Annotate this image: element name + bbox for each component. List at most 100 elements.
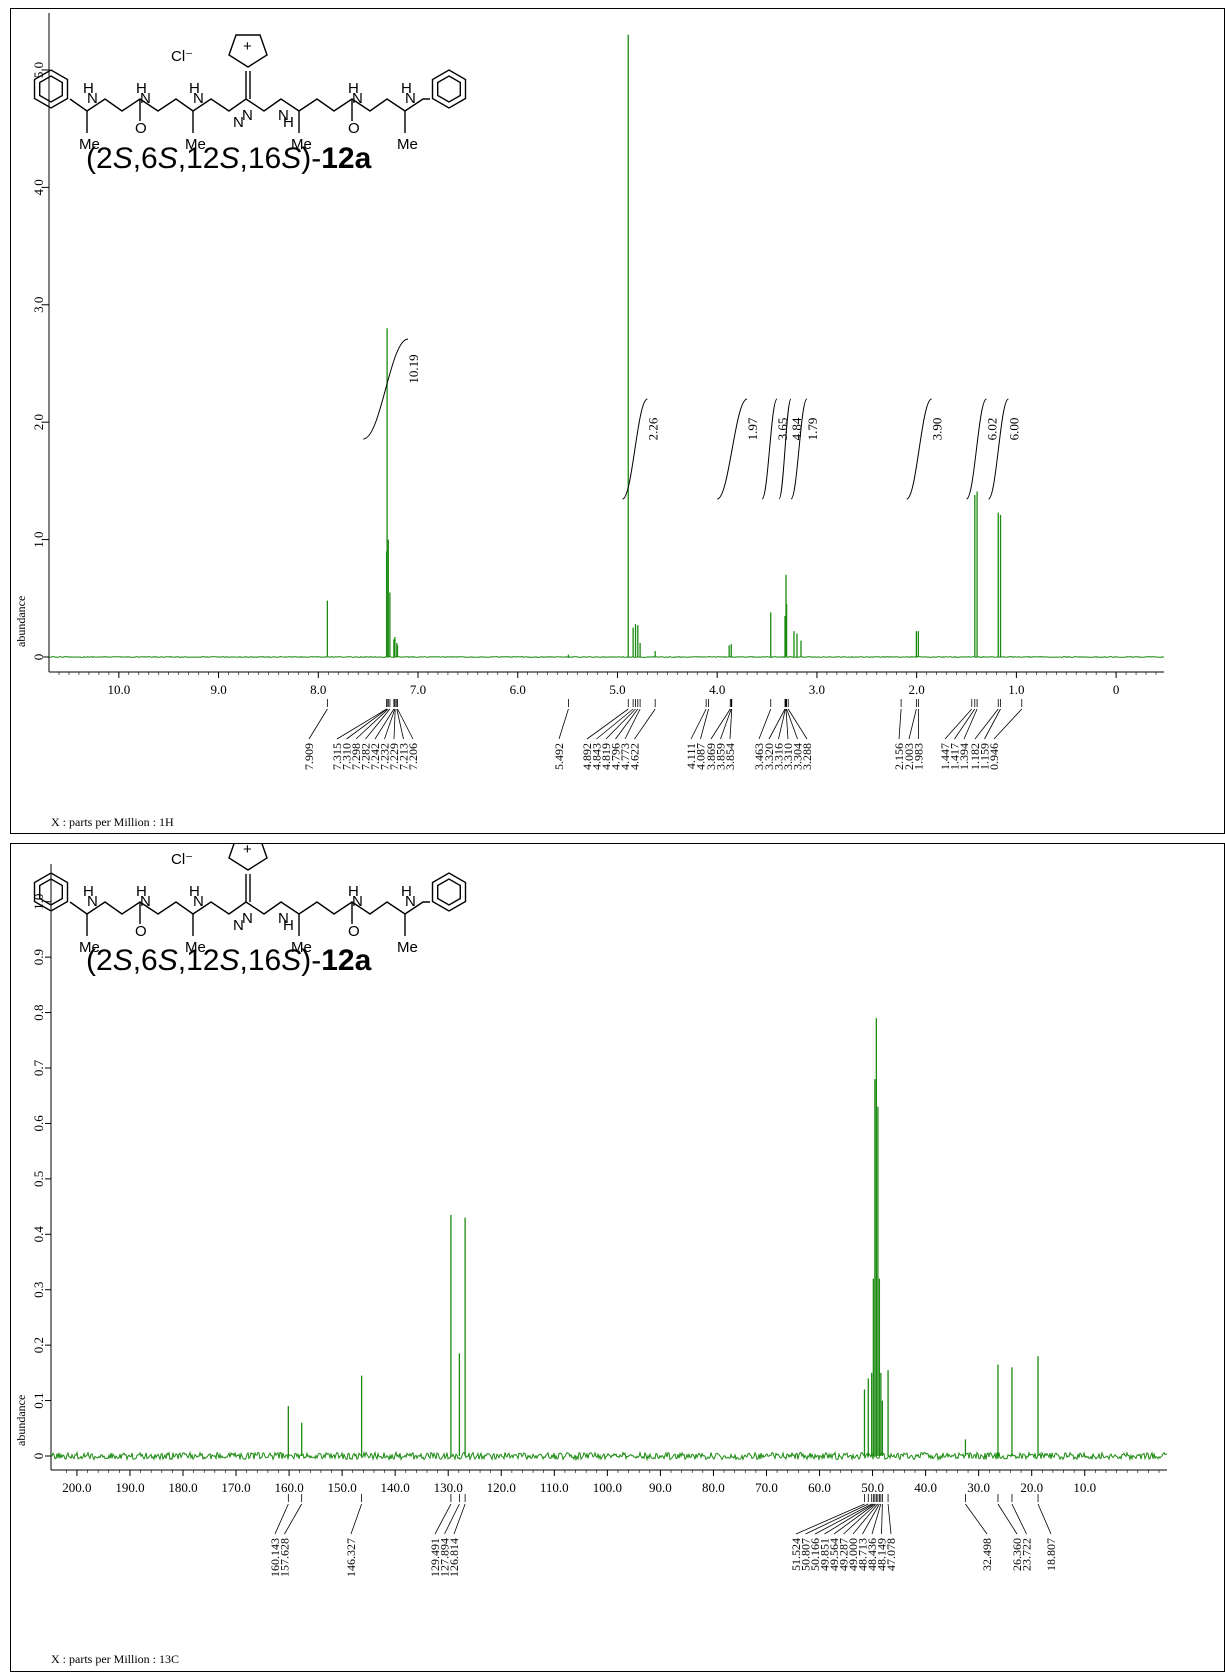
atom-label: Me <box>185 136 206 153</box>
peak-leader <box>365 708 391 740</box>
x-tick-label: 60.0 <box>808 1480 831 1495</box>
atom-label: Me <box>291 939 312 956</box>
peak-leader <box>758 708 772 740</box>
peak-leader <box>954 708 976 740</box>
x-tick-label: 4.0 <box>709 682 725 697</box>
integral-value: 1.97 <box>745 417 760 440</box>
y-tick-label: 0.1 <box>31 1392 46 1408</box>
peak-leader <box>824 1503 874 1535</box>
atom-label: H <box>283 917 294 934</box>
atom-label: H <box>136 80 147 97</box>
peak-label: 3.288 <box>800 743 814 770</box>
peak-leader <box>965 1503 988 1535</box>
peak-leader <box>615 708 639 740</box>
peak-label: 4.773 <box>618 743 632 770</box>
peak-label: 49.000 <box>846 1538 860 1571</box>
x-tick-label: 90.0 <box>649 1480 672 1495</box>
peak-label: 7.298 <box>349 743 363 770</box>
integral-value: 6.02 <box>984 418 999 441</box>
x-tick-label: 70.0 <box>755 1480 778 1495</box>
x-axis-unit-label: X : parts per Million : 1H <box>51 815 174 829</box>
peak-leader <box>346 708 388 740</box>
peak-label: 47.078 <box>884 1538 898 1571</box>
peak-leader <box>396 708 404 740</box>
atom-label: + <box>243 38 252 55</box>
chain-bonds <box>69 98 430 112</box>
peak-label: 129.491 <box>428 1538 442 1577</box>
peak-label: 7.229 <box>387 743 401 770</box>
x-tick-label: 2.0 <box>909 682 925 697</box>
peak-leader <box>700 708 709 740</box>
peak-leader <box>605 708 636 740</box>
atom-label: O <box>348 120 360 137</box>
atom-label: N <box>242 910 253 927</box>
atom-label: H <box>189 883 200 900</box>
phenyl-ring-right <box>431 69 467 109</box>
x-tick-label: 110.0 <box>540 1480 569 1495</box>
peak-leader <box>862 1503 880 1535</box>
y-tick-label: 4.0 <box>31 179 46 195</box>
peak-label: 48.713 <box>856 1538 870 1571</box>
peak-label: 2.003 <box>902 743 916 770</box>
peak-label-group: 7.909 7.3157.3107.2987.2827.2427.2327.229… <box>302 699 1023 770</box>
y-axis-label: abundance <box>14 1395 28 1446</box>
atom-label: H <box>283 114 294 131</box>
integral-value: 1.79 <box>805 418 820 441</box>
spectrum-1h-plot: 10.0 9.0 8.0 7.0 6.0 5.0 4.0 3.0 2.0 1.0 0 0 1.0 2.0 3… <box>14 13 1165 770</box>
peak-leader <box>993 708 1023 740</box>
y-tick-label: 2.0 <box>31 414 46 430</box>
peak-leader <box>814 1503 872 1535</box>
peak-label: 48.436 <box>865 1538 879 1571</box>
x-tick-label: 8.0 <box>310 682 326 697</box>
x-tick-label: 1.0 <box>1008 682 1024 697</box>
integral-value: 3.90 <box>930 418 945 441</box>
peak-label: 1.182 <box>968 743 982 770</box>
peak-label: 7.242 <box>368 743 382 770</box>
x-tick-label: 7.0 <box>410 682 426 697</box>
peak-label: 126.814 <box>447 1538 461 1577</box>
peak-label: 48.149 <box>875 1538 889 1571</box>
integral-curve <box>966 398 987 500</box>
peak-label: 3.869 <box>704 743 718 770</box>
atom-label: H <box>401 883 412 900</box>
peak-label: 50.807 <box>799 1538 813 1571</box>
atom-label: N <box>233 917 244 934</box>
y-tick-label: 3.0 <box>31 297 46 313</box>
peak-leader <box>453 1503 466 1535</box>
compound-label: (2S,6S,12S,16S)-12a <box>86 944 372 977</box>
peak-leader <box>786 708 798 740</box>
peak-label: 3.859 <box>714 743 728 770</box>
atom-label: N <box>193 90 204 107</box>
peak-label: 3.463 <box>752 743 766 770</box>
atom-label: H <box>401 80 412 97</box>
chain-bonds <box>69 901 430 915</box>
peak-leader <box>795 1503 865 1535</box>
peak-label: 7.909 <box>302 743 316 770</box>
x-tick-label: 100.0 <box>593 1480 622 1495</box>
atom-label: N <box>193 893 204 910</box>
atom-label: O <box>135 923 147 940</box>
peak-leader <box>997 1503 1018 1535</box>
peak-label: 3.854 <box>723 743 737 770</box>
peak-label: 4.892 <box>580 743 594 770</box>
x-tick-label: 180.0 <box>168 1480 197 1495</box>
peak-label: 1.417 <box>948 743 962 770</box>
atom-label: Me <box>397 136 418 153</box>
atom-label: N <box>278 910 289 927</box>
peak-leader <box>710 708 731 740</box>
x-tick-label: 140.0 <box>381 1480 410 1495</box>
atom-label: N <box>352 893 363 910</box>
peak-leader <box>898 708 902 740</box>
peak-leader <box>355 708 389 740</box>
peak-label: 26.360 <box>1010 1538 1024 1571</box>
peak-label: 49.287 <box>837 1538 851 1571</box>
peak-leader <box>384 708 396 740</box>
integral-curve <box>790 398 808 500</box>
phenyl-ring-left-inner <box>39 75 63 103</box>
peak-leader <box>350 1503 362 1535</box>
y-tick-label: 1.0 <box>31 531 46 547</box>
y-tick-label: 0.8 <box>31 1004 46 1020</box>
atom-label: N <box>87 893 98 910</box>
